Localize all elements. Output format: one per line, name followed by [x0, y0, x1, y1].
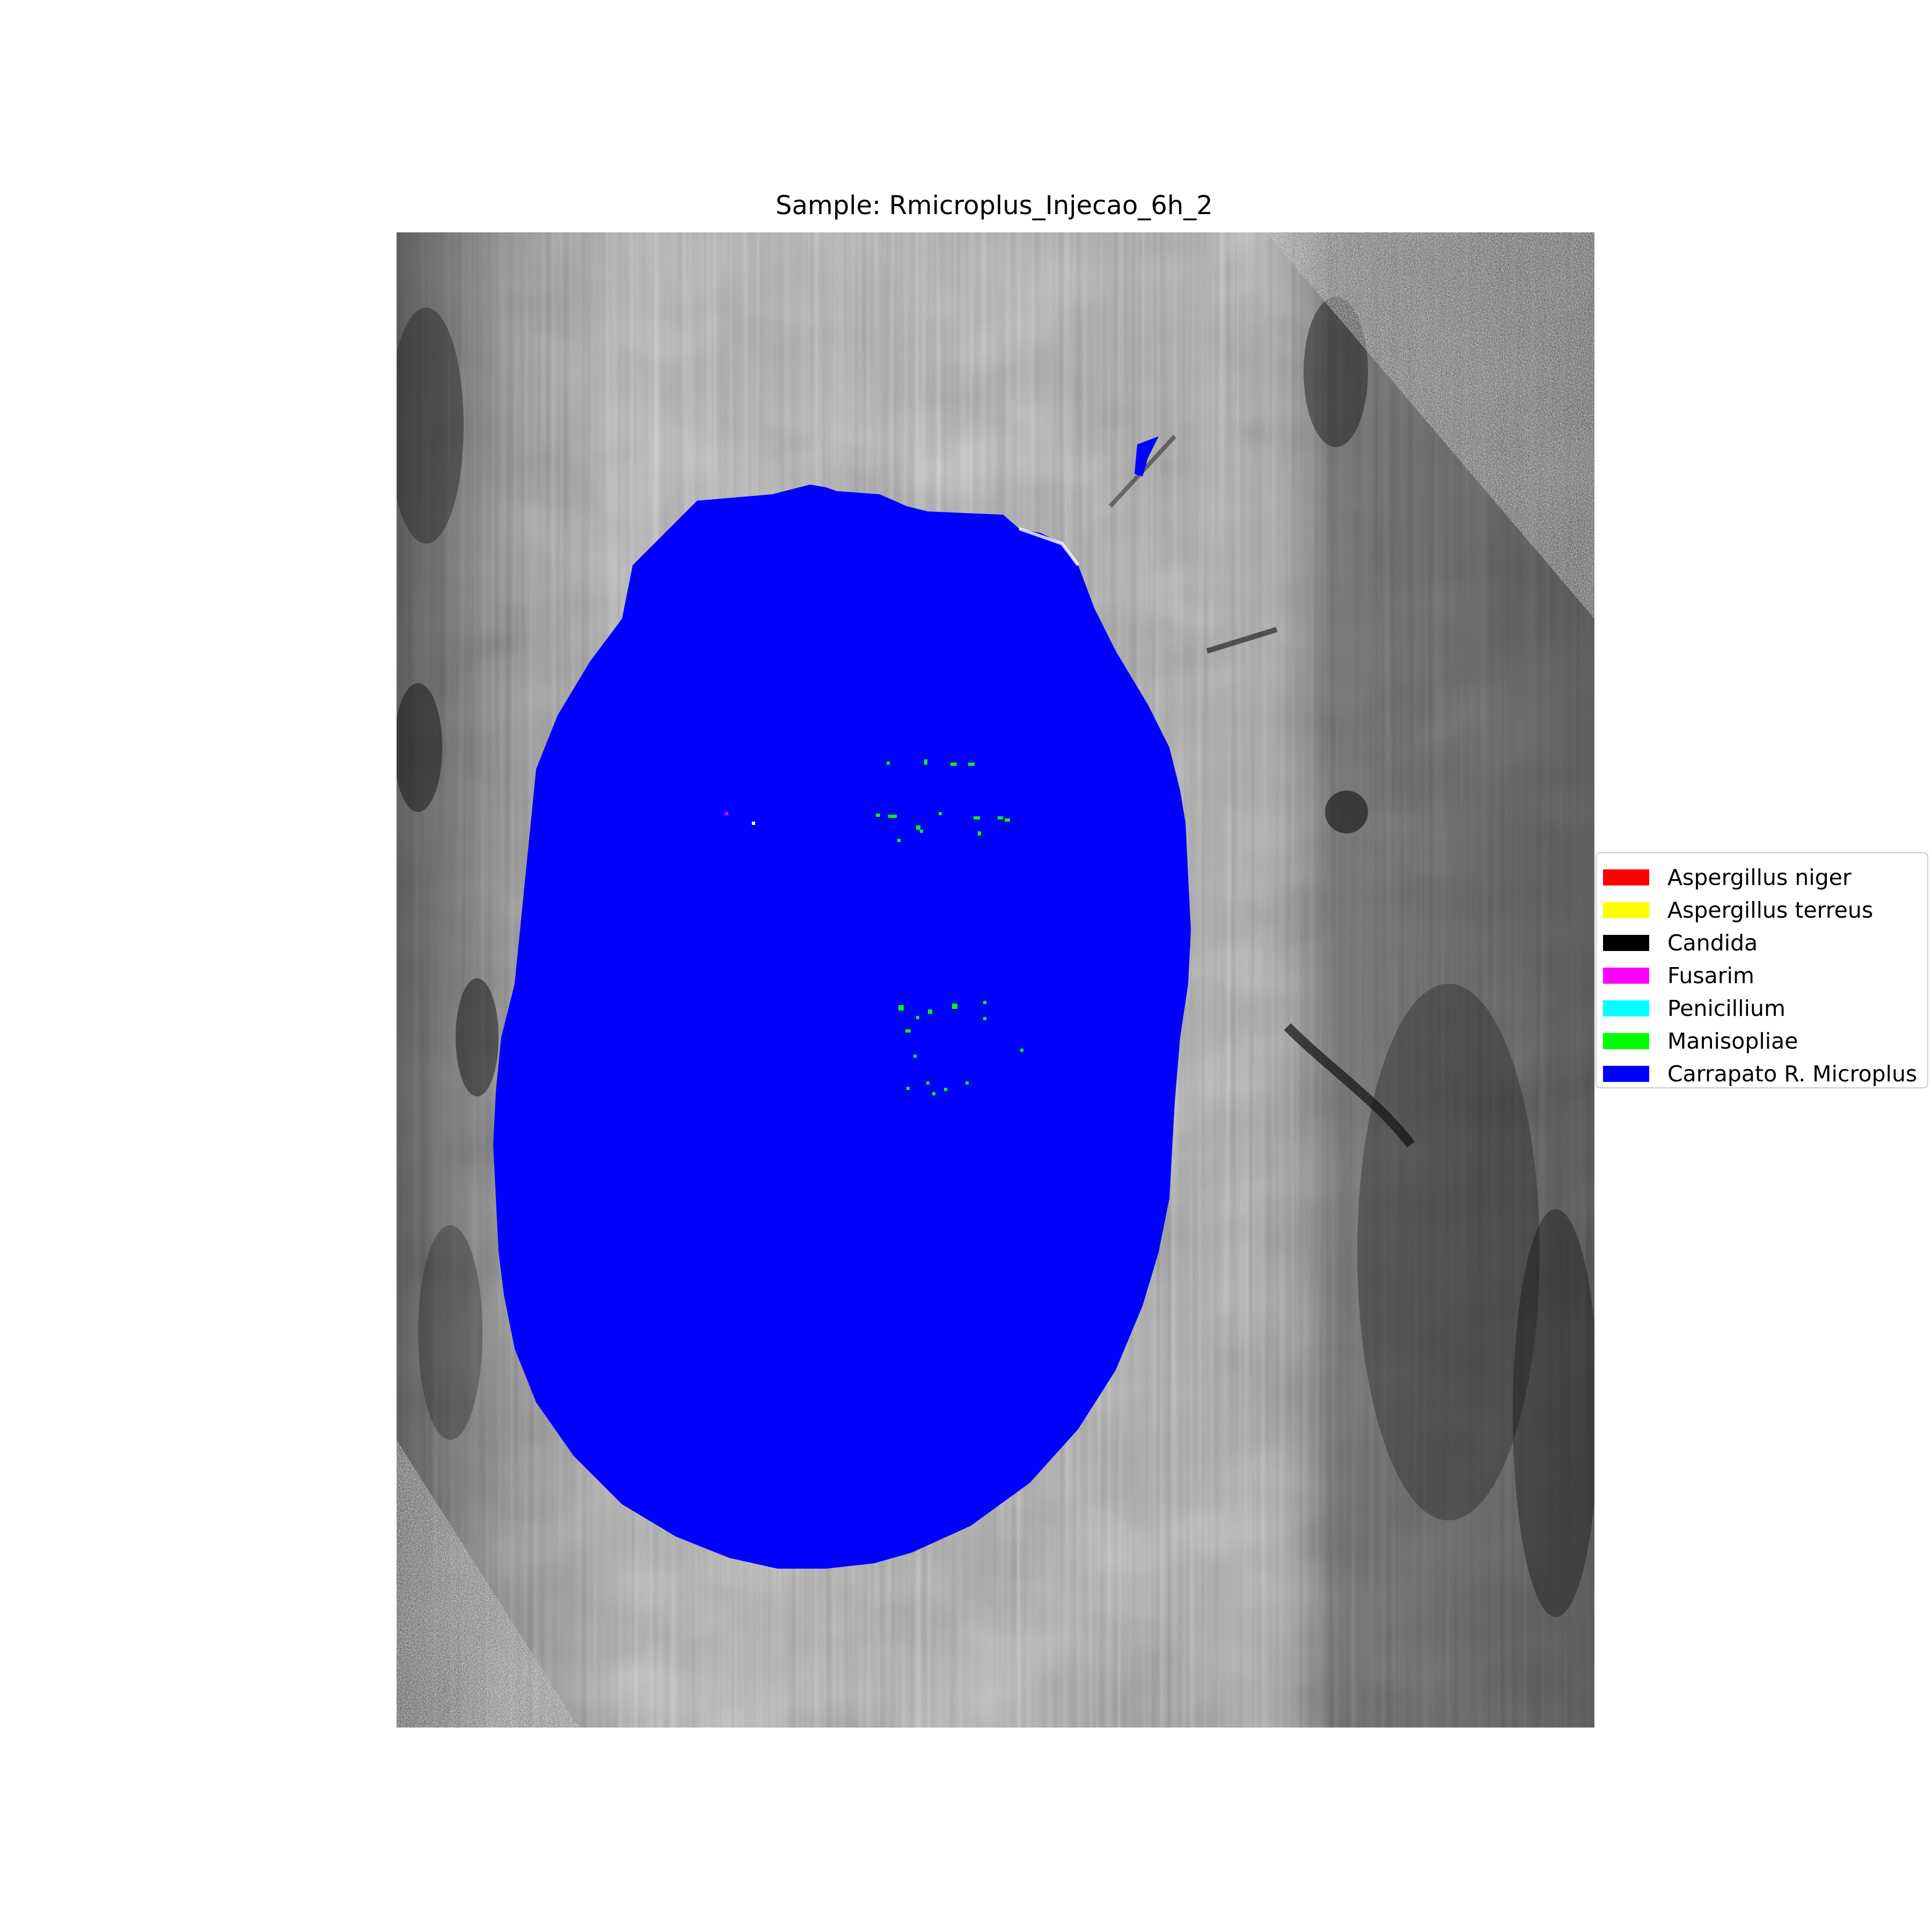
figure-title: Sample: Rmicroplus_Injecao_6h_2 — [775, 191, 1213, 221]
legend-label: Manisopliae — [1667, 1028, 1798, 1054]
legend-item: Carrapato R. Microplus — [1603, 1057, 1927, 1090]
legend-item: Candida — [1603, 926, 1927, 959]
legend-label: Aspergillus niger — [1667, 864, 1851, 890]
legend-label: Penicillium — [1667, 995, 1785, 1021]
legend-swatch — [1603, 967, 1649, 984]
classification-image — [397, 232, 1594, 1728]
legend-swatch — [1603, 1065, 1649, 1082]
legend-item: Aspergillus niger — [1603, 861, 1927, 894]
legend-swatch — [1603, 902, 1649, 918]
legend-item: Penicillium — [1603, 992, 1927, 1024]
legend-label: Aspergillus terreus — [1667, 897, 1874, 923]
legend-swatch — [1603, 934, 1649, 951]
legend-item: Fusarim — [1603, 959, 1927, 992]
legend-item: Manisopliae — [1603, 1024, 1927, 1057]
legend-swatch — [1603, 1000, 1649, 1016]
legend-swatch — [1603, 869, 1649, 885]
legend-label: Candida — [1667, 930, 1758, 956]
tick-overlay — [493, 485, 1191, 1569]
legend-item: Aspergillus terreus — [1603, 894, 1927, 926]
legend-label: Fusarim — [1667, 962, 1754, 989]
legend: Aspergillus niger Aspergillus terreus Ca… — [1596, 852, 1928, 1088]
legend-swatch — [1603, 1033, 1649, 1049]
legend-label: Carrapato R. Microplus — [1667, 1060, 1918, 1087]
